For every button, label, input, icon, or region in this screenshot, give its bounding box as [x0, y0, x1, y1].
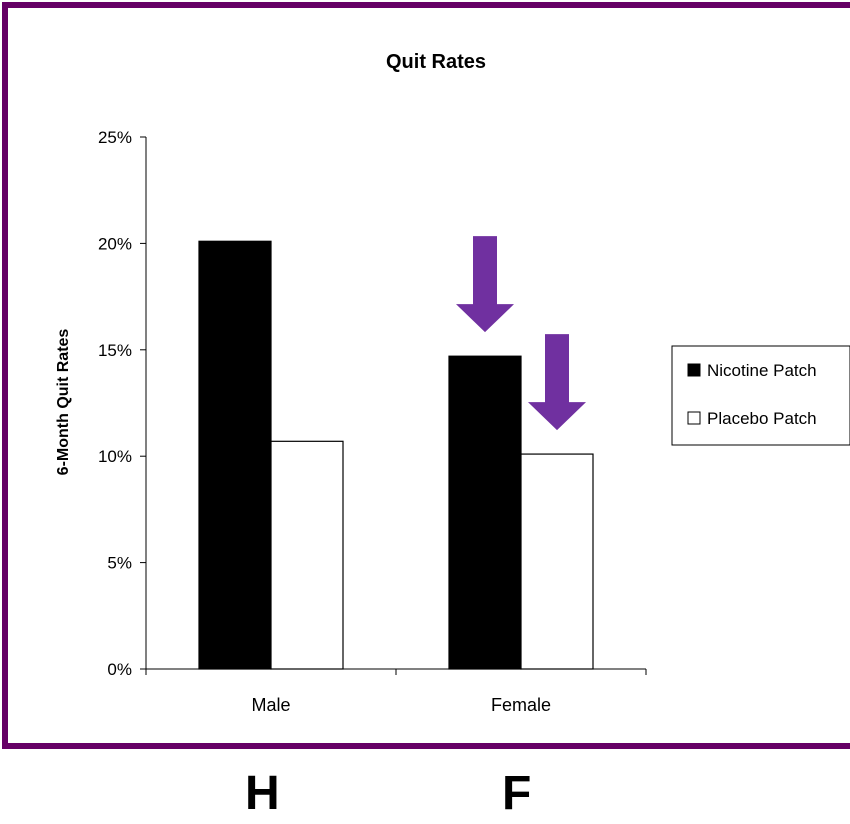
footer-letter-right: F	[502, 767, 532, 820]
bar-nicotine-patch-male	[198, 240, 272, 670]
y-tick-label: 20%	[98, 234, 132, 253]
chart-frame: Quit Rates 6-Month Quit Rates 0% 5% 10% 15%…	[2, 2, 850, 749]
chart-title: Quit Rates	[386, 51, 486, 73]
legend: Nicotine Patch Placebo Patch	[671, 345, 850, 446]
bar-nicotine-patch-female	[448, 355, 522, 670]
y-axis-label: 6-Month Quit Rates	[55, 329, 72, 476]
bar-placebo-patch-female	[520, 453, 594, 670]
footer-letters: H F	[0, 760, 850, 824]
bar-placebo-patch-male	[270, 440, 344, 670]
plot-area: 0% 5% 10% 15% 20% 25% Male Female	[98, 128, 647, 715]
down-arrow-icon	[528, 334, 586, 431]
legend-label-nicotine: Nicotine Patch	[707, 361, 817, 380]
y-tick-label: 15%	[98, 341, 132, 360]
legend-box	[671, 345, 850, 446]
legend-label-placebo: Placebo Patch	[707, 409, 817, 428]
x-tick-label: Male	[251, 695, 290, 715]
down-arrow-icon	[456, 236, 514, 333]
footer-letter-left: H	[245, 767, 280, 820]
x-tick-label: Female	[491, 695, 551, 715]
legend-swatch-placebo	[687, 411, 701, 425]
legend-swatch-nicotine	[687, 363, 701, 377]
y-tick-label: 0%	[107, 660, 132, 679]
y-tick-label: 25%	[98, 128, 132, 147]
y-tick-label: 10%	[98, 447, 132, 466]
y-tick-label: 5%	[107, 554, 132, 573]
